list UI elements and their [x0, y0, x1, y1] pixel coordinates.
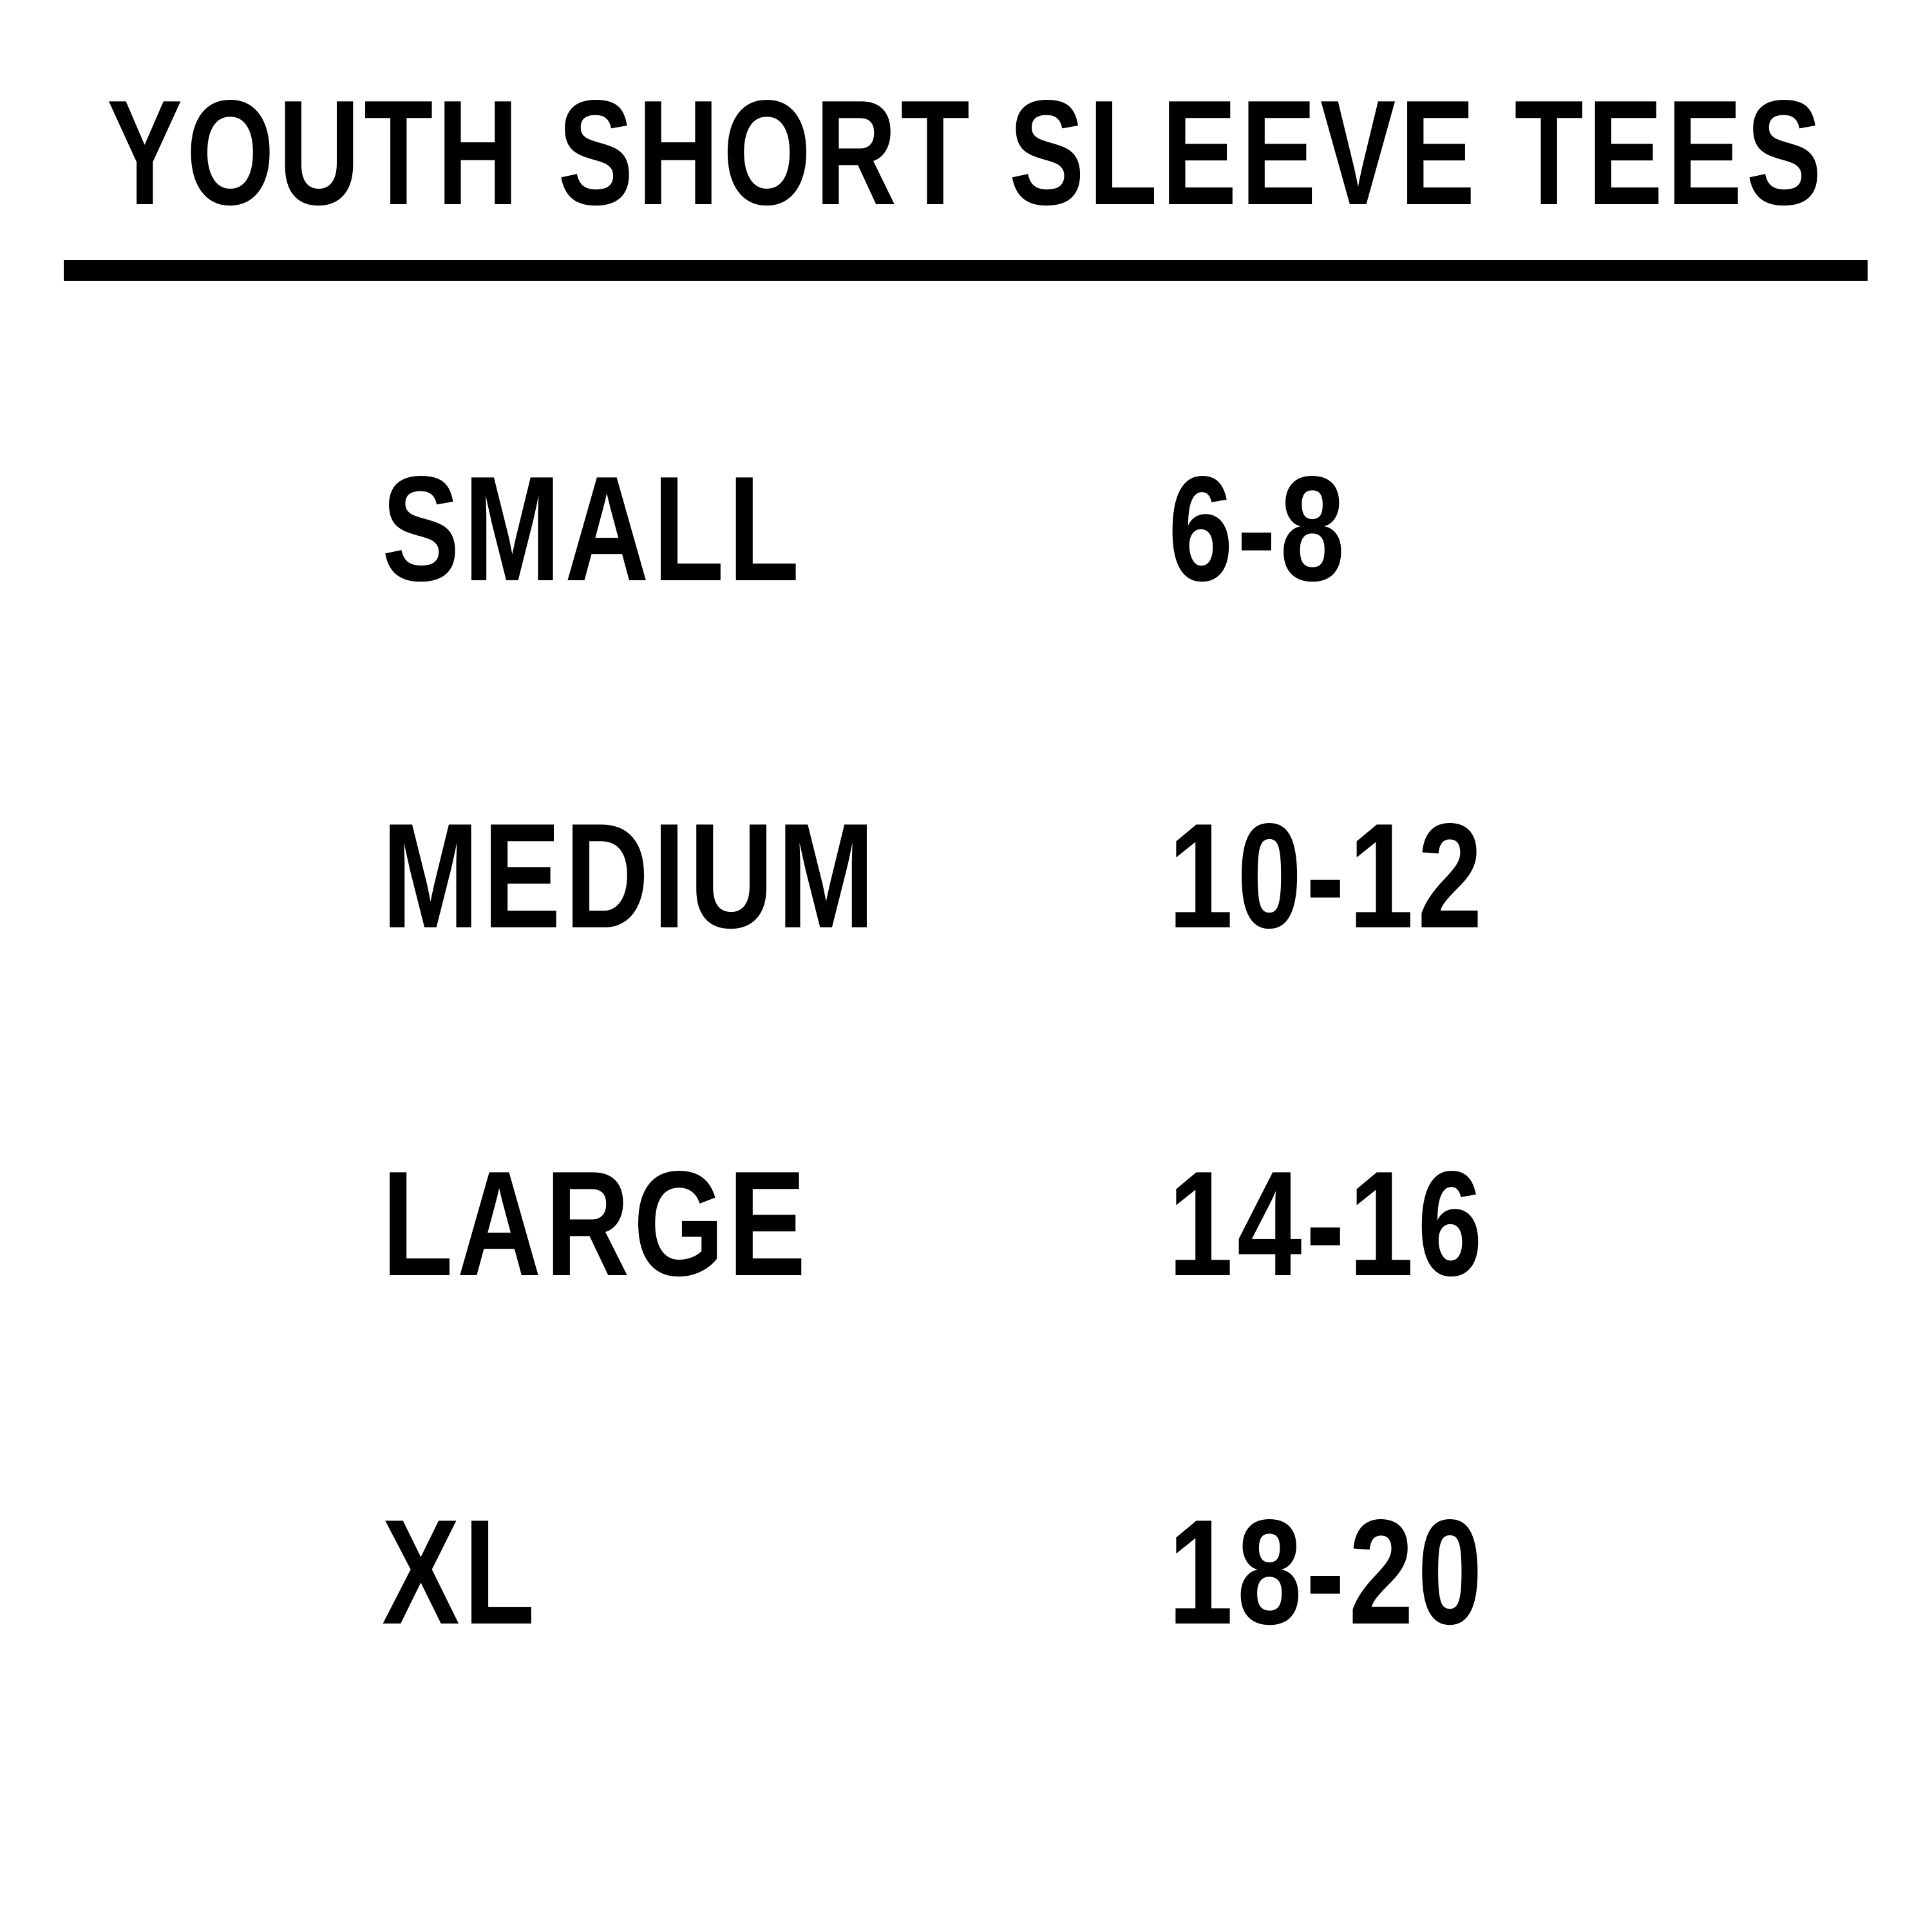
size-range-medium: 10-12 — [1168, 793, 1487, 960]
size-range-large: 14-16 — [1168, 1141, 1487, 1307]
size-label-xl: XL — [382, 1489, 539, 1656]
page-title: YOUTH SHORT SLEEVE TEES — [107, 70, 1826, 236]
title-divider — [64, 260, 1868, 281]
size-range-xl: 18-20 — [1168, 1489, 1487, 1656]
size-label-small: SMALL — [382, 446, 804, 612]
size-label-large: LARGE — [382, 1141, 810, 1307]
size-range-small: 6-8 — [1168, 446, 1349, 612]
size-label-medium: MEDIUM — [382, 793, 879, 960]
